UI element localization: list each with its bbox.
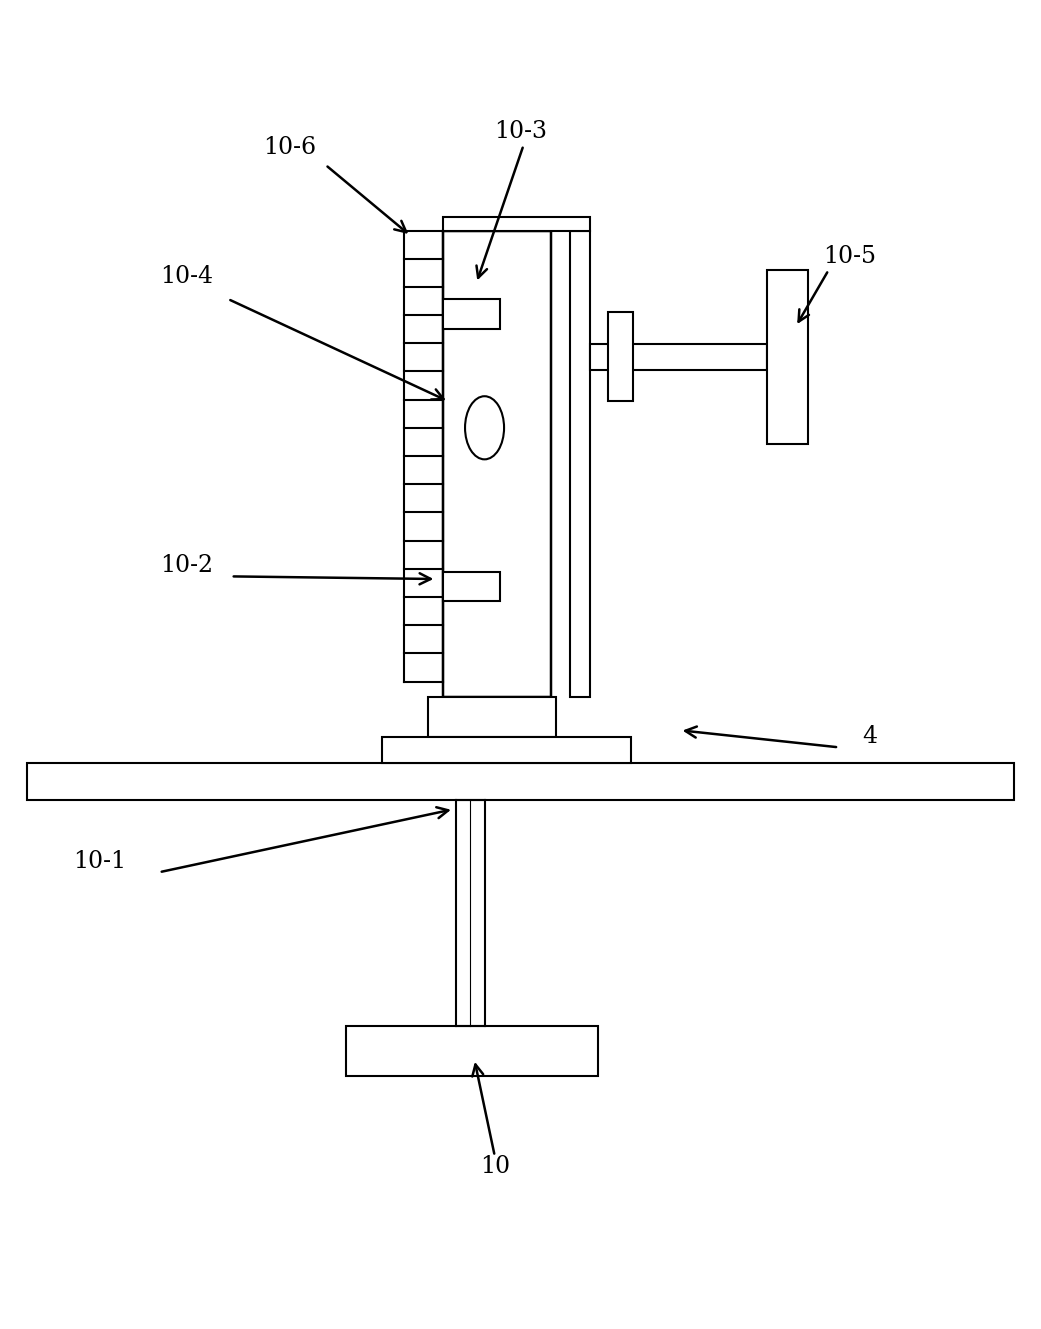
Bar [443, 573, 500, 602]
Text: 10-1: 10-1 [73, 851, 126, 873]
Text: 10-2: 10-2 [160, 554, 213, 577]
Bar [27, 763, 1014, 800]
Bar [443, 299, 500, 330]
Bar [590, 344, 767, 369]
Bar [428, 698, 557, 736]
Text: 10: 10 [480, 1155, 510, 1179]
Bar [443, 218, 590, 230]
Bar [443, 230, 552, 698]
Ellipse shape [465, 396, 504, 460]
Bar [382, 736, 632, 763]
Text: 10-6: 10-6 [262, 136, 316, 159]
Bar [767, 270, 808, 444]
Bar [346, 1026, 598, 1076]
Bar [608, 312, 634, 401]
Bar [569, 230, 590, 698]
Text: 10-4: 10-4 [160, 264, 213, 288]
Text: 4: 4 [862, 726, 878, 748]
Text: 10-3: 10-3 [494, 121, 547, 144]
Text: 10-5: 10-5 [822, 246, 875, 268]
